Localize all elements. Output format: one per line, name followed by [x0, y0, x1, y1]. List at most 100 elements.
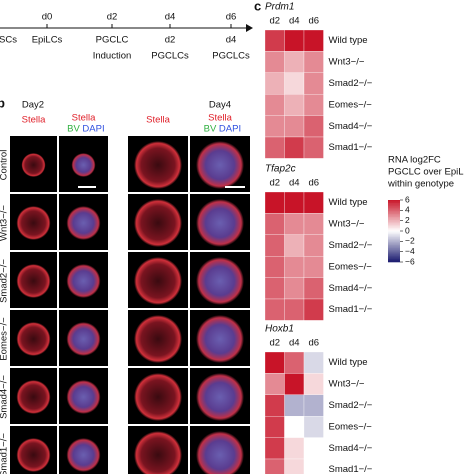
genotype-label: Smad4−/− [329, 443, 373, 454]
column-header: d4 [289, 338, 300, 349]
colorbar-segment [388, 224, 400, 227]
cell-aggregate [16, 438, 51, 472]
heatmap-cell [303, 256, 324, 278]
heatmap-cell [284, 51, 305, 73]
colorbar-segment [388, 223, 400, 226]
stage-name: Induction [93, 51, 132, 62]
colorbar-segment [388, 232, 400, 235]
heatmap-cell [284, 213, 305, 235]
heatmap-cell [264, 298, 285, 321]
heatmap-cell [264, 115, 285, 138]
row-label: Smad1−/− [0, 433, 10, 474]
colorbar-segment [388, 252, 400, 255]
heatmap-cell [284, 72, 305, 95]
heatmap-cell [264, 394, 285, 417]
heatmap-cell [264, 437, 285, 460]
genotype-label: Wnt3−/− [329, 379, 365, 390]
heatmap-cell [284, 416, 305, 438]
heatmap-cell [284, 351, 305, 374]
day-header: Day4 [209, 100, 231, 111]
column-header: d2 [269, 338, 280, 349]
heatmap-cell [284, 191, 305, 214]
cell-aggregate [71, 153, 96, 177]
heatmap-cell [303, 298, 324, 321]
stage-name: PGCLCs [212, 51, 250, 62]
heatmap-cell [284, 29, 305, 52]
channel-header: Stella [22, 115, 46, 126]
cell-aggregate [134, 257, 182, 305]
genotype-label: Smad1−/− [329, 304, 373, 315]
stage-day: d0 [42, 12, 53, 23]
colorbar-segment [388, 203, 400, 205]
colorbar-segment [388, 206, 400, 209]
genotype-label: Eomes−/− [329, 99, 373, 110]
colorbar-segment [388, 237, 400, 240]
stage-day: d6 [226, 12, 237, 23]
heatmap-cell [303, 115, 324, 138]
heatmap-cell [284, 234, 305, 257]
heatmap-cell [303, 373, 324, 395]
heatmap-cell [284, 94, 305, 116]
heatmap-cell [264, 234, 285, 257]
merge-header: Stella [72, 113, 96, 124]
heatmap-cell [284, 115, 305, 138]
colorbar-label: 6 [405, 194, 410, 204]
stage-name: PGCLCs [151, 51, 189, 62]
heatmap-cell [284, 277, 305, 300]
cell-aggregate [16, 264, 51, 298]
colorbar-segment [388, 204, 400, 207]
cell-aggregate [66, 322, 101, 356]
colorbar-segment [388, 213, 400, 216]
heatmap-cell [284, 458, 305, 474]
stage-name: EpiLCs [32, 35, 63, 46]
heatmap-cell [303, 29, 324, 52]
colorbar-segment [388, 218, 400, 221]
colorbar-segment [388, 221, 400, 224]
heatmap-cell [284, 256, 305, 278]
gene-title: Tfap2c [265, 164, 296, 175]
heatmap-cell [264, 29, 285, 52]
merge-header: BV [67, 124, 80, 135]
cell-aggregate [16, 322, 51, 356]
gene-title: Hoxb1 [265, 324, 294, 335]
colorbar-segment [388, 243, 400, 246]
colorbar-segment [388, 226, 400, 229]
stage-name: SCs [0, 35, 17, 46]
cell-aggregate [196, 141, 244, 189]
colorbar-segment [388, 251, 400, 253]
column-header: d2 [269, 178, 280, 189]
cell-aggregate [134, 373, 182, 421]
heatmap-cell [264, 51, 285, 73]
merge-header: DAPI [219, 124, 241, 135]
colorbar-segment [388, 200, 400, 202]
colorbar-segment [388, 241, 400, 244]
panel-label: c [254, 0, 261, 13]
genotype-label: Eomes−/− [329, 421, 373, 432]
heatmap-cell [264, 191, 285, 214]
colorbar-segment [388, 254, 400, 257]
heatmap-cell [264, 373, 285, 395]
colorbar-label: −2 [405, 236, 415, 246]
merge-header: BV [204, 124, 217, 135]
genotype-label: Smad2−/− [329, 400, 373, 411]
cell-aggregate [66, 438, 101, 472]
merge-header: DAPI [82, 124, 104, 135]
genotype-label: Eomes−/− [329, 261, 373, 272]
colorbar-label: −4 [405, 246, 415, 256]
heatmap-cell [303, 72, 324, 95]
day-header: Day2 [22, 100, 44, 111]
heatmap-cell [303, 191, 324, 214]
heatmap-cell [303, 437, 324, 460]
colorbar-segment [388, 217, 400, 219]
genotype-label: Wild type [329, 35, 368, 46]
cell-aggregate [196, 199, 244, 247]
genotype-label: Wnt3−/− [329, 219, 365, 230]
colorbar-segment [388, 229, 400, 232]
colorbar-label: 0 [405, 225, 410, 235]
cell-aggregate [134, 141, 182, 189]
legend-title: PGCLC over EpiL [388, 167, 464, 178]
legend-title: RNA log2FC [388, 155, 441, 166]
genotype-label: Wild type [329, 197, 368, 208]
column-header: d4 [289, 16, 300, 27]
